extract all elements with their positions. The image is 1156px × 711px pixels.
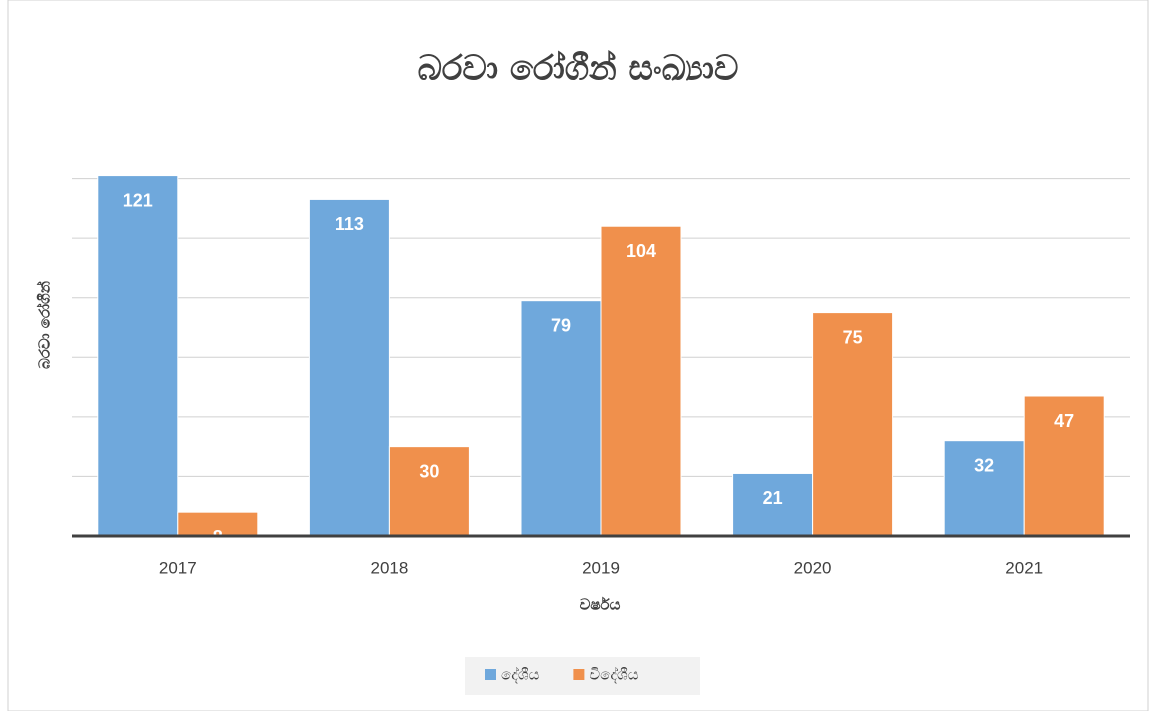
bar	[97, 175, 179, 537]
bar	[388, 446, 470, 537]
bar	[308, 198, 390, 537]
x-tick-label: 2020	[794, 558, 832, 577]
data-label: 113	[335, 214, 364, 234]
y-axis-label: බරවා රෝගීන්	[35, 281, 53, 369]
data-label: 75	[843, 327, 863, 347]
data-label: 121	[123, 190, 153, 210]
bar	[520, 300, 602, 537]
legend-label: දේශීය	[501, 665, 540, 683]
x-axis-label: වර්ෂය	[580, 596, 621, 614]
chart-title: බරවා රෝගීන් සංඛ්‍යාව	[418, 48, 739, 88]
data-label: 47	[1054, 411, 1074, 431]
x-tick-label: 2018	[370, 558, 408, 577]
legend-label: විදේශීය	[589, 665, 638, 683]
legend-swatch	[573, 669, 585, 680]
x-tick-label: 2019	[582, 558, 620, 577]
x-tick-label: 2021	[1005, 558, 1043, 577]
x-tick-label: 2017	[159, 558, 197, 577]
legend-swatch	[485, 669, 496, 680]
data-label: 21	[763, 488, 783, 508]
data-label: 79	[551, 315, 571, 335]
bar	[600, 225, 682, 537]
bar	[1023, 395, 1105, 537]
data-label: 32	[974, 455, 994, 475]
data-label: 104	[626, 241, 656, 261]
data-label: 30	[419, 461, 439, 481]
